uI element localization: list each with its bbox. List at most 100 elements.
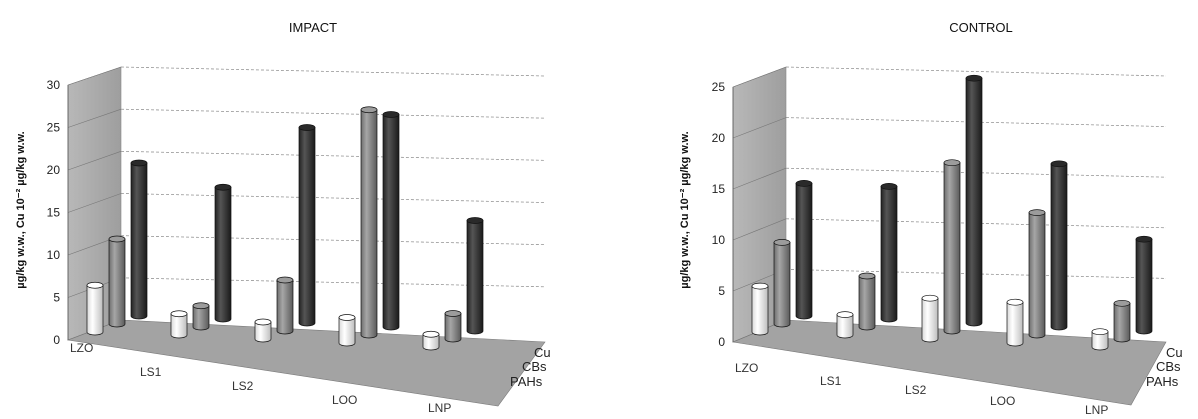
bar-body	[466, 220, 484, 335]
bar-top	[466, 217, 484, 224]
bar-top	[192, 302, 210, 310]
bar-body	[836, 314, 854, 339]
y-tick-label: 25	[712, 80, 726, 94]
bar	[1113, 299, 1131, 343]
bar-top	[1135, 235, 1153, 243]
bar-top	[751, 282, 769, 290]
bar	[192, 302, 210, 331]
category-label: LS2	[905, 383, 927, 397]
bar	[921, 294, 939, 343]
bar-top	[130, 159, 148, 167]
bar	[382, 111, 400, 331]
bar-top	[360, 106, 378, 114]
category-label: LNP	[428, 401, 451, 415]
bar-top	[858, 272, 876, 280]
bar-body	[254, 321, 272, 343]
bar	[466, 217, 484, 335]
bar	[254, 318, 272, 343]
bar	[965, 74, 983, 327]
bar-body	[360, 109, 378, 339]
bar-body	[130, 162, 148, 320]
y-tick-label: 25	[47, 121, 61, 135]
bar	[751, 282, 769, 336]
bar	[1135, 235, 1153, 335]
bar-body	[108, 238, 126, 328]
series-label: CBs	[522, 359, 547, 374]
bar-body	[444, 313, 462, 343]
bar-top	[254, 318, 272, 326]
gridline-side	[67, 108, 122, 128]
bar	[1006, 298, 1024, 347]
gridline-side	[732, 167, 787, 190]
bar-body	[1135, 238, 1153, 335]
y-tick-label: 10	[47, 248, 61, 262]
bar	[86, 281, 104, 336]
bar-body	[795, 183, 813, 320]
series-label: Cu	[534, 345, 551, 360]
y-tick-label: 20	[47, 163, 61, 177]
y-tick-label: 5	[718, 284, 725, 298]
gridline-side	[732, 117, 787, 139]
chart-title: CONTROL	[949, 20, 1013, 35]
y-axis-label: µg/kg w.w., Cu 10⁻² µg/kg w.w.	[15, 131, 27, 288]
bar	[298, 124, 316, 327]
bar-body	[773, 242, 791, 328]
series-label: CBs	[1156, 359, 1181, 374]
bar-body	[338, 317, 356, 347]
bar-top	[422, 330, 440, 338]
bar	[1050, 160, 1068, 331]
y-tick-label: 0	[718, 335, 725, 349]
y-tick-label: 20	[712, 131, 726, 145]
bar-top	[1050, 160, 1068, 168]
chart-title: IMPACT	[289, 20, 337, 35]
bar-top	[1091, 328, 1109, 336]
bar-body	[965, 77, 983, 327]
y-axis-label: µg/kg w.w., Cu 10⁻² µg/kg w.w.	[679, 131, 691, 288]
bar-body	[943, 162, 961, 335]
series-label: PAHs	[1146, 374, 1179, 389]
gridline	[120, 108, 546, 119]
bar	[795, 180, 813, 320]
chart-control: 0 5 10 15 20 25 CONTROL µg/kg w.w., Cu 10⁻² µg/…	[679, 20, 1183, 417]
gridline	[120, 277, 546, 288]
bar	[1091, 328, 1109, 351]
bar-top	[795, 180, 813, 187]
category-label: LZO	[735, 361, 758, 375]
bar-top	[1113, 299, 1131, 307]
bar-top	[1006, 298, 1024, 306]
bar-body	[921, 297, 939, 343]
gridline	[785, 66, 1167, 77]
bar-top	[170, 310, 188, 318]
gridline-side	[67, 66, 122, 86]
bar	[276, 276, 294, 335]
bar-body	[276, 279, 294, 335]
bar-body	[214, 186, 232, 323]
category-label: LS1	[140, 365, 162, 379]
bar-top	[214, 183, 232, 191]
bar-top	[382, 111, 400, 118]
y-tick-label: 30	[47, 78, 61, 92]
bar	[422, 330, 440, 351]
category-label: LZO	[70, 341, 93, 355]
bar	[943, 159, 961, 335]
bar-body	[422, 333, 440, 351]
bar	[130, 159, 148, 320]
y-tick-label: 15	[712, 182, 726, 196]
gridline-side	[67, 193, 122, 213]
bar	[338, 314, 356, 347]
bar-body	[1050, 163, 1068, 331]
bar-body	[298, 127, 316, 327]
bar	[170, 310, 188, 339]
bar-top	[338, 314, 356, 321]
bar-top	[943, 159, 961, 167]
bar-top	[880, 183, 898, 190]
category-label: LNP	[1085, 403, 1108, 417]
bar-top	[1028, 209, 1046, 216]
bar	[858, 272, 876, 331]
category-label: LOO	[332, 393, 357, 407]
bar	[773, 239, 791, 328]
bar-top	[773, 239, 791, 246]
bar-body	[382, 114, 400, 331]
bar-body	[1028, 212, 1046, 339]
bar	[444, 310, 462, 343]
